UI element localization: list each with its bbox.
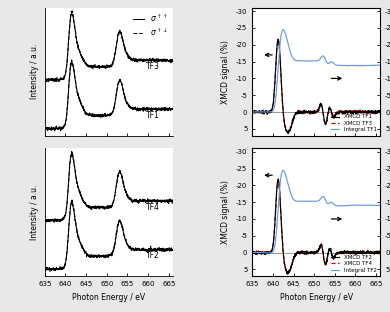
Y-axis label: XMCD signal (%): XMCD signal (%)	[221, 180, 230, 244]
Legend: XMCD TF1, XMCD TF3, Integral TF1: XMCD TF1, XMCD TF3, Integral TF1	[330, 114, 378, 133]
Y-axis label: XMCD signal (%): XMCD signal (%)	[221, 40, 230, 104]
Y-axis label: Intensity / a.u.: Intensity / a.u.	[30, 44, 39, 100]
Text: TF1: TF1	[146, 111, 160, 120]
X-axis label: Photon Energy / eV: Photon Energy / eV	[72, 293, 145, 301]
Y-axis label: Intensity / a.u.: Intensity / a.u.	[30, 184, 39, 240]
X-axis label: Photon Energy / eV: Photon Energy / eV	[280, 293, 353, 301]
Legend: $\sigma^{\uparrow\uparrow}$, $\sigma^{\uparrow\downarrow}$: $\sigma^{\uparrow\uparrow}$, $\sigma^{\u…	[133, 12, 169, 38]
Text: TF3: TF3	[146, 62, 160, 71]
Text: TF4: TF4	[146, 203, 160, 212]
Legend: XMCD TF2, XMCD TF4, Integral TF2: XMCD TF2, XMCD TF4, Integral TF2	[330, 255, 378, 273]
Text: TF2: TF2	[146, 251, 160, 260]
